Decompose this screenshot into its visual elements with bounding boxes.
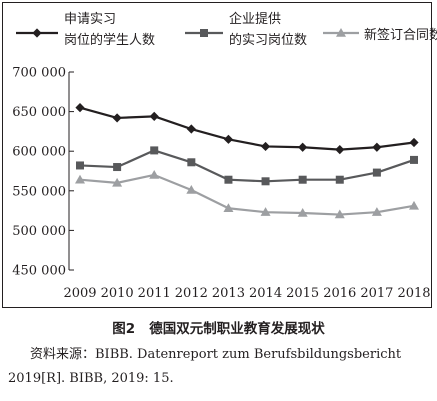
- y-tick-label: 450 000: [12, 264, 66, 279]
- x-tick-label: 2011: [138, 286, 171, 301]
- data-point: [261, 177, 270, 186]
- x-tick-label: 2009: [63, 286, 96, 301]
- series-line: [79, 173, 415, 216]
- legend-marker: [200, 29, 208, 37]
- data-point: [149, 169, 160, 179]
- data-point: [335, 145, 345, 155]
- x-tick-label: 2013: [212, 286, 245, 301]
- figure-label: 图2: [112, 321, 136, 337]
- x-tick-label: 2018: [397, 286, 430, 301]
- figure-title: 德国双元制职业教育发展现状: [149, 321, 325, 337]
- legend-label: 新签订合同数: [364, 27, 437, 43]
- data-point: [186, 124, 196, 134]
- y-tick-label: 550 000: [12, 184, 66, 199]
- series-line: [79, 149, 415, 183]
- data-point: [149, 111, 159, 121]
- data-point: [335, 175, 344, 184]
- series-2: [76, 146, 418, 186]
- data-point: [372, 168, 381, 177]
- data-point: [260, 207, 271, 216]
- legend-item-3: 新签订合同数: [323, 27, 437, 43]
- data-point: [75, 174, 85, 184]
- legend-label: 岗位的学生人数: [64, 32, 155, 48]
- data-point: [223, 134, 234, 144]
- chart-frame: [2, 2, 432, 308]
- data-point: [112, 113, 122, 123]
- data-point: [298, 142, 308, 152]
- data-point: [75, 103, 85, 113]
- series-1: [75, 103, 419, 155]
- data-point: [186, 185, 197, 194]
- data-point: [409, 200, 419, 210]
- data-point: [260, 141, 271, 152]
- series-3: [75, 169, 419, 219]
- data-point: [372, 142, 382, 152]
- line-chart: 700 000 650 000 600 000 550 000 500 000 450 0…: [12, 11, 437, 301]
- legend-marker: [336, 28, 346, 37]
- y-tick-label: 650 000: [12, 105, 66, 120]
- legend-marker: [32, 28, 42, 38]
- x-tick-label: 2010: [101, 286, 134, 301]
- data-point: [112, 177, 123, 187]
- x-tick-label: 2012: [175, 286, 208, 301]
- data-point: [223, 203, 234, 212]
- y-tick-label: 500 000: [12, 224, 66, 239]
- data-point: [334, 209, 345, 219]
- data-point: [187, 158, 196, 167]
- data-point: [410, 155, 418, 164]
- x-tick-label: 2017: [360, 286, 393, 301]
- legend-label: 企业提供: [229, 11, 281, 27]
- data-point: [298, 175, 307, 184]
- figure-caption: 图2 德国双元制职业教育发展现状: [0, 317, 437, 337]
- data-point: [113, 163, 122, 172]
- x-tick-label: 2015: [286, 286, 319, 301]
- data-point: [150, 146, 159, 155]
- data-point: [371, 207, 382, 216]
- data-point: [76, 161, 84, 170]
- y-tick-label: 600 000: [12, 145, 66, 160]
- y-tick-label: 700 000: [12, 66, 66, 81]
- x-tick-label: 2016: [323, 286, 356, 301]
- legend-label: 申请实习: [64, 12, 116, 27]
- data-point: [224, 175, 233, 184]
- data-point: [297, 207, 308, 217]
- legend-label: 的实习岗位数: [229, 32, 307, 48]
- source-note: 资料来源：BIBB. Datenreport zum Berufsbildung…: [8, 347, 402, 386]
- series-line: [79, 106, 415, 151]
- x-tick-label: 2014: [249, 286, 282, 301]
- data-point: [409, 137, 419, 148]
